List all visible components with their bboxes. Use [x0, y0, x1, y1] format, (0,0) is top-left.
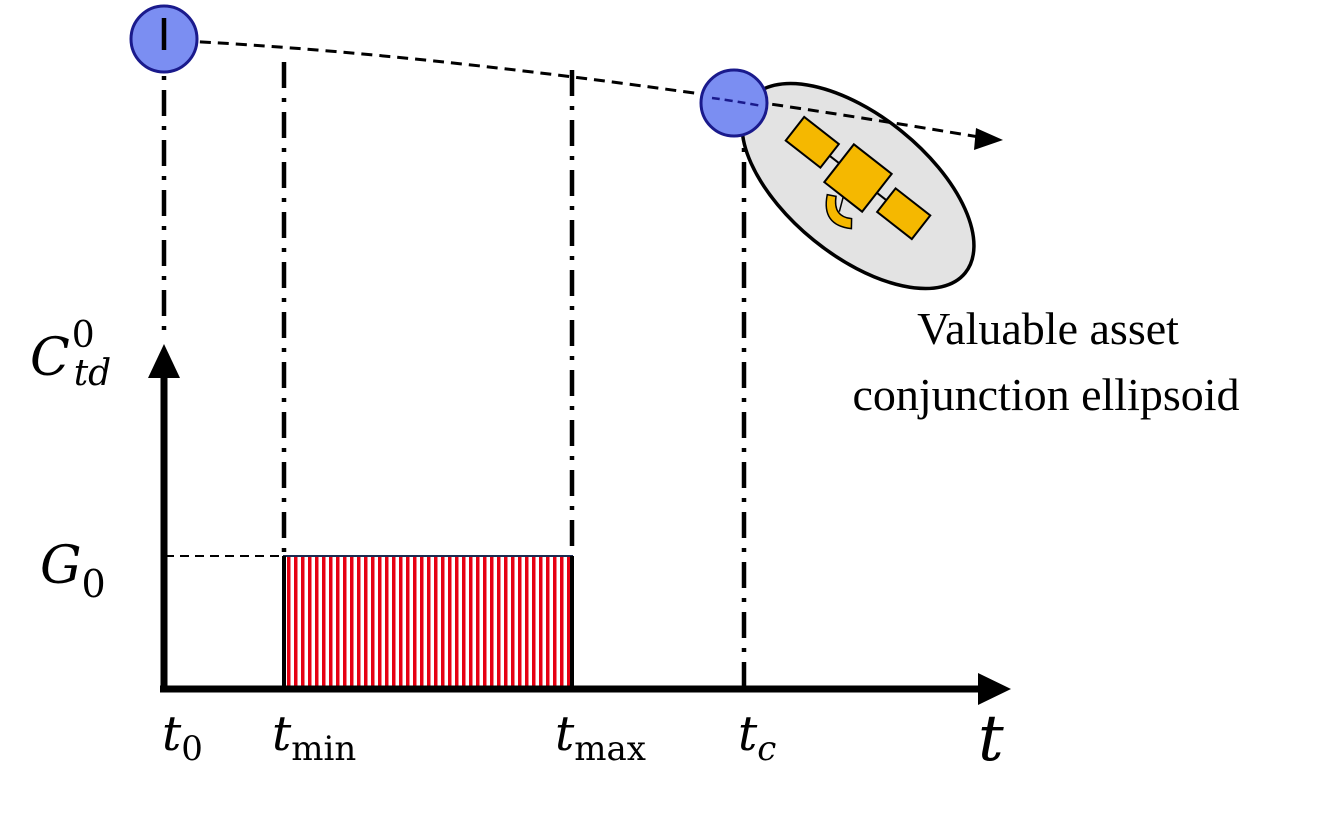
- y-axis-label: C0 td: [30, 315, 111, 394]
- tick-label-tc: tc: [738, 706, 776, 769]
- tick-label-tmin: tmin: [272, 706, 356, 769]
- trajectory-arrowhead: [974, 128, 1003, 150]
- x-axis-label: t: [978, 702, 1004, 776]
- debris-trajectory: [163, 38, 986, 140]
- caption-line-2: conjunction ellipsoid: [852, 369, 1239, 420]
- y-axis-arrowhead: [148, 344, 180, 378]
- debris-object-icon: [129, 4, 199, 74]
- caption-line-1: Valuable asset: [917, 303, 1179, 354]
- tick-label-t0: t0: [162, 706, 203, 769]
- tick-label-tmax: tmax: [555, 706, 646, 769]
- debris-at-tc-icon: [699, 68, 769, 138]
- satellite-icon: [784, 115, 932, 241]
- g0-label: G0: [40, 536, 106, 606]
- x-axis-arrowhead: [978, 673, 1011, 705]
- hatched-interval-rect: [283, 555, 573, 690]
